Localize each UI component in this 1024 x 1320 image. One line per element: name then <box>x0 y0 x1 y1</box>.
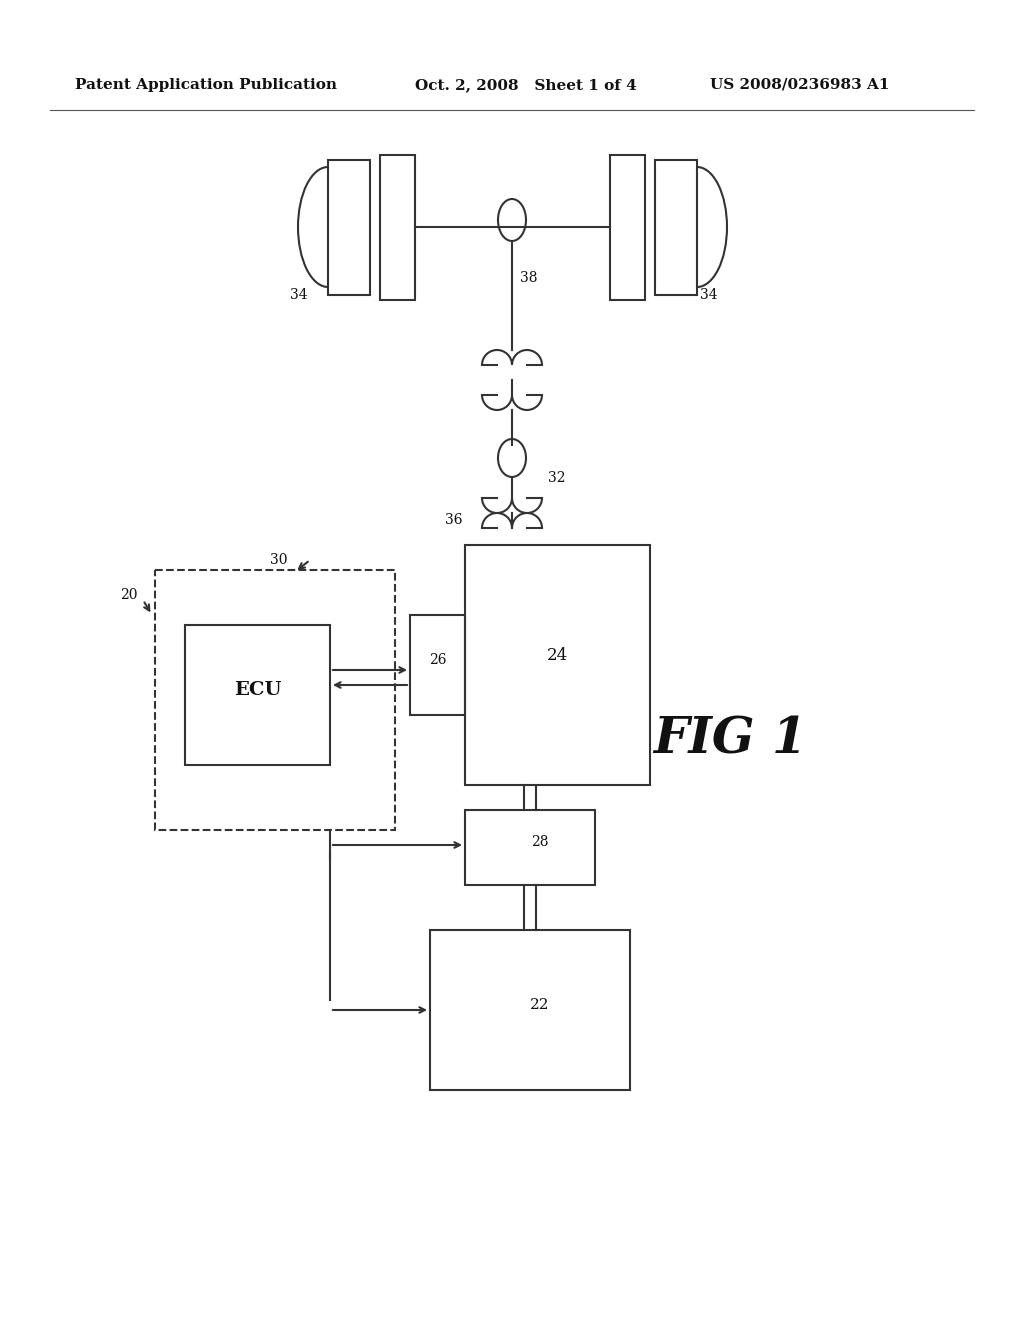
Text: 26: 26 <box>429 653 446 667</box>
Text: 20: 20 <box>120 587 137 602</box>
Text: Patent Application Publication: Patent Application Publication <box>75 78 337 92</box>
Text: 38: 38 <box>520 271 538 285</box>
Text: 34: 34 <box>700 288 718 302</box>
Text: 34: 34 <box>290 288 307 302</box>
Text: 28: 28 <box>531 836 549 850</box>
Text: 36: 36 <box>445 513 463 527</box>
Text: US 2008/0236983 A1: US 2008/0236983 A1 <box>710 78 890 92</box>
Text: 30: 30 <box>270 553 288 568</box>
Text: FIG 1: FIG 1 <box>653 715 807 764</box>
Text: Oct. 2, 2008   Sheet 1 of 4: Oct. 2, 2008 Sheet 1 of 4 <box>415 78 637 92</box>
Text: 32: 32 <box>548 471 565 484</box>
Text: ECU: ECU <box>233 681 282 700</box>
Text: 24: 24 <box>547 647 568 664</box>
Text: 22: 22 <box>530 998 550 1012</box>
